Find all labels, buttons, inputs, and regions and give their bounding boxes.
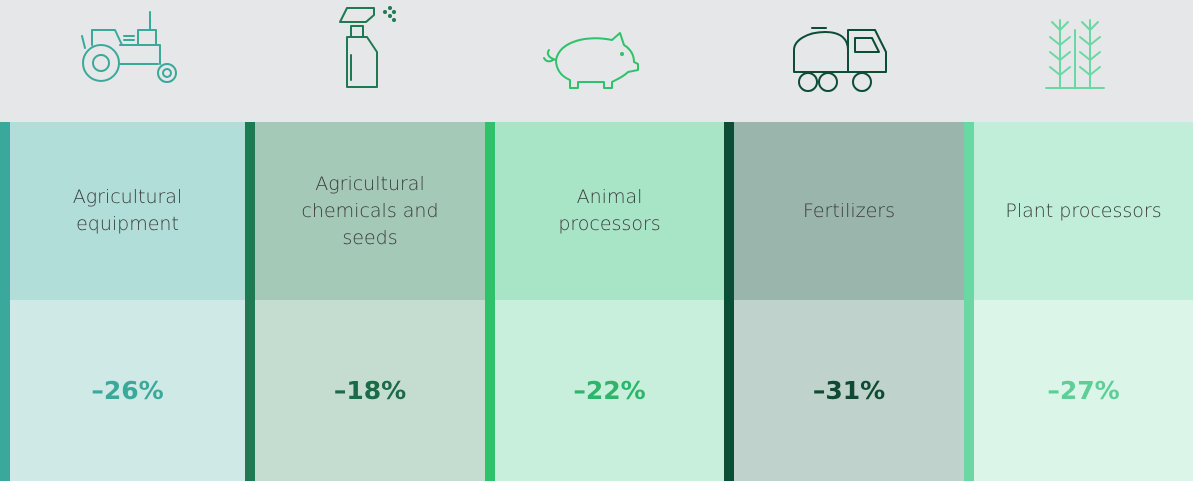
value-cell: –18% (255, 300, 485, 481)
category-label: Plant processors (1005, 199, 1162, 222)
category-header: Agricultural chemicals and seeds (255, 122, 485, 300)
category-column: Agricultural equipment –26% (0, 122, 245, 481)
category-label: Agricultural chemicals and seeds (301, 172, 439, 249)
tractor-icon (81, 11, 177, 83)
category-header: Plant processors (974, 122, 1193, 300)
category-label: Fertilizers (802, 199, 896, 222)
accent-stripe (0, 122, 10, 481)
category-column: Fertilizers –31% (724, 122, 964, 481)
value-label: –26% (91, 376, 164, 405)
value-label: –31% (812, 376, 886, 405)
value-label: –27% (1047, 376, 1120, 405)
value-cell: –27% (974, 300, 1193, 481)
value-cell: –22% (495, 300, 724, 481)
columns: Agricultural equipment –26% Agricultural c… (0, 122, 1193, 481)
category-header: Fertilizers (734, 122, 964, 300)
category-header: Animal processors (495, 122, 724, 300)
category-header: Agricultural equipment (10, 122, 245, 300)
spray-icon (339, 6, 396, 88)
accent-stripe (964, 122, 974, 481)
category-label: Animal processors (558, 186, 661, 235)
value-label: –18% (333, 376, 407, 405)
accent-stripe (724, 122, 734, 481)
category-column: Animal processors –22% (485, 122, 724, 481)
plant-icon (1045, 19, 1105, 89)
value-cell: –31% (734, 300, 964, 481)
truck-icon (793, 27, 887, 92)
icon-band (81, 6, 1105, 92)
value-label: –22% (573, 376, 646, 405)
category-column: Agricultural chemicals and seeds –18% (245, 122, 485, 481)
accent-stripe (485, 122, 495, 481)
category-label: Agricultural equipment (72, 186, 183, 235)
accent-stripe (245, 122, 255, 481)
value-cell: –26% (10, 300, 245, 481)
category-column: Plant processors –27% (964, 122, 1193, 481)
pig-icon (543, 32, 639, 89)
